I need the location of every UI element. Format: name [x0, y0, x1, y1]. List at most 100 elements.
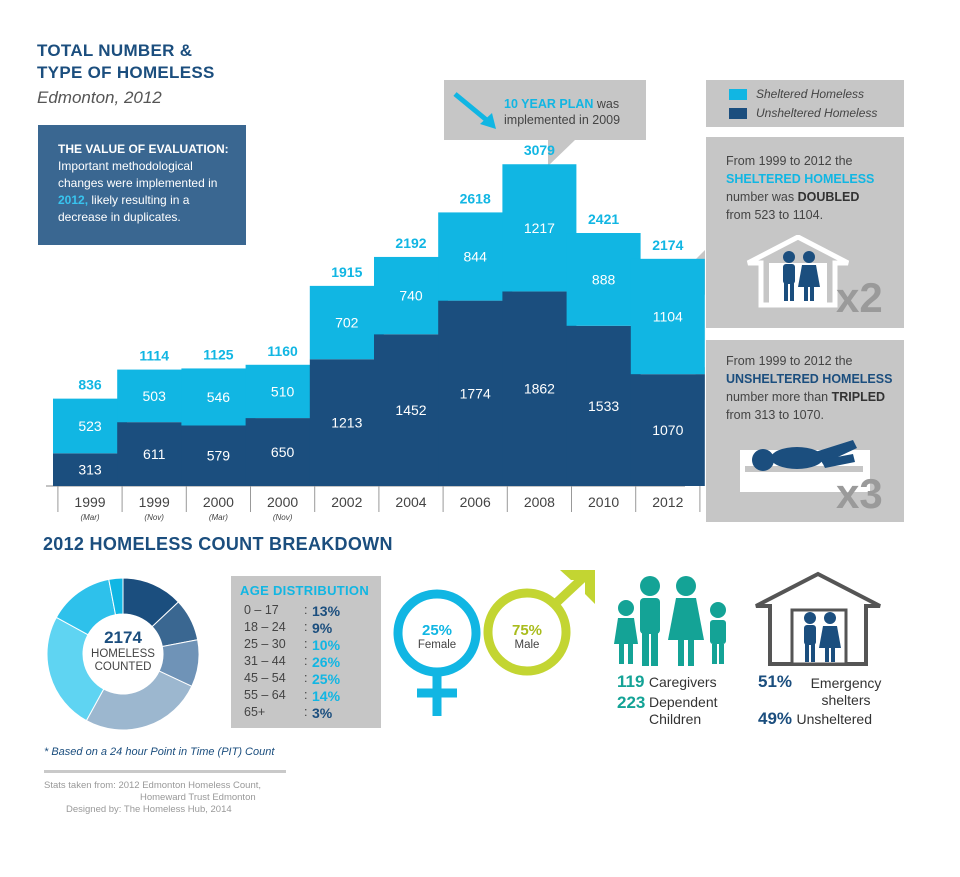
female-label: Female: [417, 639, 457, 651]
bar-unsheltered: [502, 291, 577, 486]
male-pct: 75%: [511, 622, 543, 639]
donut-label-2: COUNTED: [94, 661, 152, 673]
plan-text-2: implemented in 2009: [504, 113, 621, 127]
bar-sheltered: [53, 398, 127, 454]
age-pct: 9%: [312, 620, 333, 636]
x-tick-label: 1999: [74, 494, 105, 510]
label-unsheltered: 1452: [395, 402, 426, 418]
evaluation-text: Important methodological changes were im…: [58, 158, 236, 226]
x-tick-label: 1999: [139, 494, 170, 510]
male-arrow-head: [560, 570, 595, 604]
label-sheltered: 546: [207, 389, 231, 405]
label-total: 1160: [267, 343, 298, 359]
label-total: 2421: [588, 211, 619, 227]
age-colon: :: [304, 688, 308, 702]
label-unsheltered: 1774: [460, 385, 491, 401]
x-tick-label: 2010: [588, 494, 619, 510]
page-title: TOTAL NUMBER & TYPE OF HOMELESS: [37, 40, 215, 84]
label-sheltered: 510: [271, 383, 295, 399]
age-range: 18 – 24: [244, 620, 286, 634]
footer-divider: [44, 770, 286, 773]
x-tick-label: 2000: [267, 494, 298, 510]
plan-highlight: 10 YEAR PLAN: [504, 97, 594, 111]
male-stat: 75% Male: [494, 622, 560, 651]
caregivers-number: 119: [617, 672, 645, 691]
age-pct: 25%: [312, 671, 341, 687]
family-icon: [614, 576, 726, 666]
age-range: 65+: [244, 705, 266, 719]
designed-by: Designed by: The Homeless Hub, 2014: [66, 804, 232, 815]
bar-sheltered: [630, 258, 705, 375]
plan-callout-pointer: [548, 140, 575, 166]
label-sheltered: 1104: [653, 309, 683, 325]
label-unsheltered: 1213: [331, 415, 362, 431]
source-line-2: Homeward Trust Edmonton: [140, 792, 256, 803]
bar-unsheltered: [374, 334, 448, 486]
label-unsheltered: 1862: [524, 381, 555, 397]
shelter-house-icon: [755, 571, 881, 666]
evaluation-heading: THE VALUE OF EVALUATION:: [58, 142, 229, 156]
bar-unsheltered: [117, 422, 192, 486]
plan-callout-text: 10 YEAR PLAN was implemented in 2009: [504, 96, 620, 128]
label-unsheltered: 611: [143, 446, 166, 462]
breakdown-title: 2012 HOMELESS COUNT BREAKDOWN: [43, 534, 393, 554]
donut-center: 2174 HOMELESS COUNTED: [83, 628, 163, 674]
arrow-icon: [453, 92, 496, 129]
bar-sheltered: [181, 368, 256, 426]
label-unsheltered: 650: [271, 444, 295, 460]
unsheltered-multiplier: x3: [836, 470, 883, 517]
x-tick-label: 2002: [331, 494, 362, 510]
label-total: 1915: [331, 264, 362, 280]
evaluation-note-box: THE VALUE OF EVALUATION: Important metho…: [38, 125, 246, 245]
legend-label-sheltered: Sheltered Homeless: [756, 87, 865, 101]
shelters-pct: 51%: [758, 672, 793, 691]
label-total: 1114: [139, 348, 169, 364]
x-tick-sublabel: (Nov): [144, 513, 164, 522]
label-total: 2192: [395, 235, 426, 251]
title-line-1: TOTAL NUMBER &: [37, 41, 193, 60]
x-tick-sublabel: (Mar): [80, 513, 99, 522]
caregivers-label: Caregivers: [648, 674, 717, 690]
label-unsheltered: 313: [78, 462, 102, 478]
unsheltered-line-1: From 1999 to 2012 the: [726, 354, 853, 368]
children-label-1: Dependent: [649, 694, 718, 710]
age-range: 31 – 44: [244, 654, 286, 668]
unsheltered-pct: 49%: [758, 709, 793, 728]
bar-sheltered: [566, 233, 641, 326]
label-sheltered: 1217: [524, 220, 555, 236]
bar-sheltered: [117, 369, 192, 423]
sheltered-highlight: SHELTERED HOMELESS: [726, 172, 875, 186]
age-range: 45 – 54: [244, 671, 286, 685]
evaluation-text-before: Important methodological changes were im…: [58, 159, 218, 190]
age-pct: 14%: [312, 688, 341, 704]
bar-unsheltered: [53, 453, 127, 486]
gender-symbols: [393, 570, 595, 716]
age-distribution-box: [231, 576, 381, 728]
age-row: 45 – 54:25%: [244, 671, 379, 688]
x-tick-sublabel: (Nov): [273, 513, 293, 522]
label-sheltered: 844: [464, 249, 488, 265]
sheltered-line-4: from 523 to 1104.: [726, 208, 824, 222]
unsheltered-label: Unsheltered: [796, 711, 872, 727]
label-total: 1125: [203, 346, 234, 362]
age-range: 55 – 64: [244, 688, 286, 702]
label-unsheltered: 1070: [652, 422, 683, 438]
age-colon: :: [304, 603, 308, 617]
age-pct: 26%: [312, 654, 341, 670]
age-row: 31 – 44:26%: [244, 654, 379, 671]
age-range: 25 – 30: [244, 637, 286, 651]
shelters-label: Emergency shelters: [806, 675, 886, 709]
x-tick-label: 2012: [652, 494, 683, 510]
x-tick-label: 2006: [460, 494, 491, 510]
label-unsheltered: 1533: [588, 398, 619, 414]
donut-segment: [46, 616, 105, 722]
age-row: 55 – 64:14%: [244, 688, 379, 705]
unsheltered-line-3a: number more than: [726, 390, 832, 404]
age-colon: :: [304, 654, 308, 668]
x-tick-label: 2008: [524, 494, 555, 510]
bar-sheltered: [374, 256, 448, 335]
unsheltered-line-4: from 313 to 1070.: [726, 408, 824, 422]
bar-sheltered: [438, 212, 513, 301]
bar-unsheltered: [245, 418, 320, 486]
shelters-label-1: Emergency: [810, 675, 882, 691]
